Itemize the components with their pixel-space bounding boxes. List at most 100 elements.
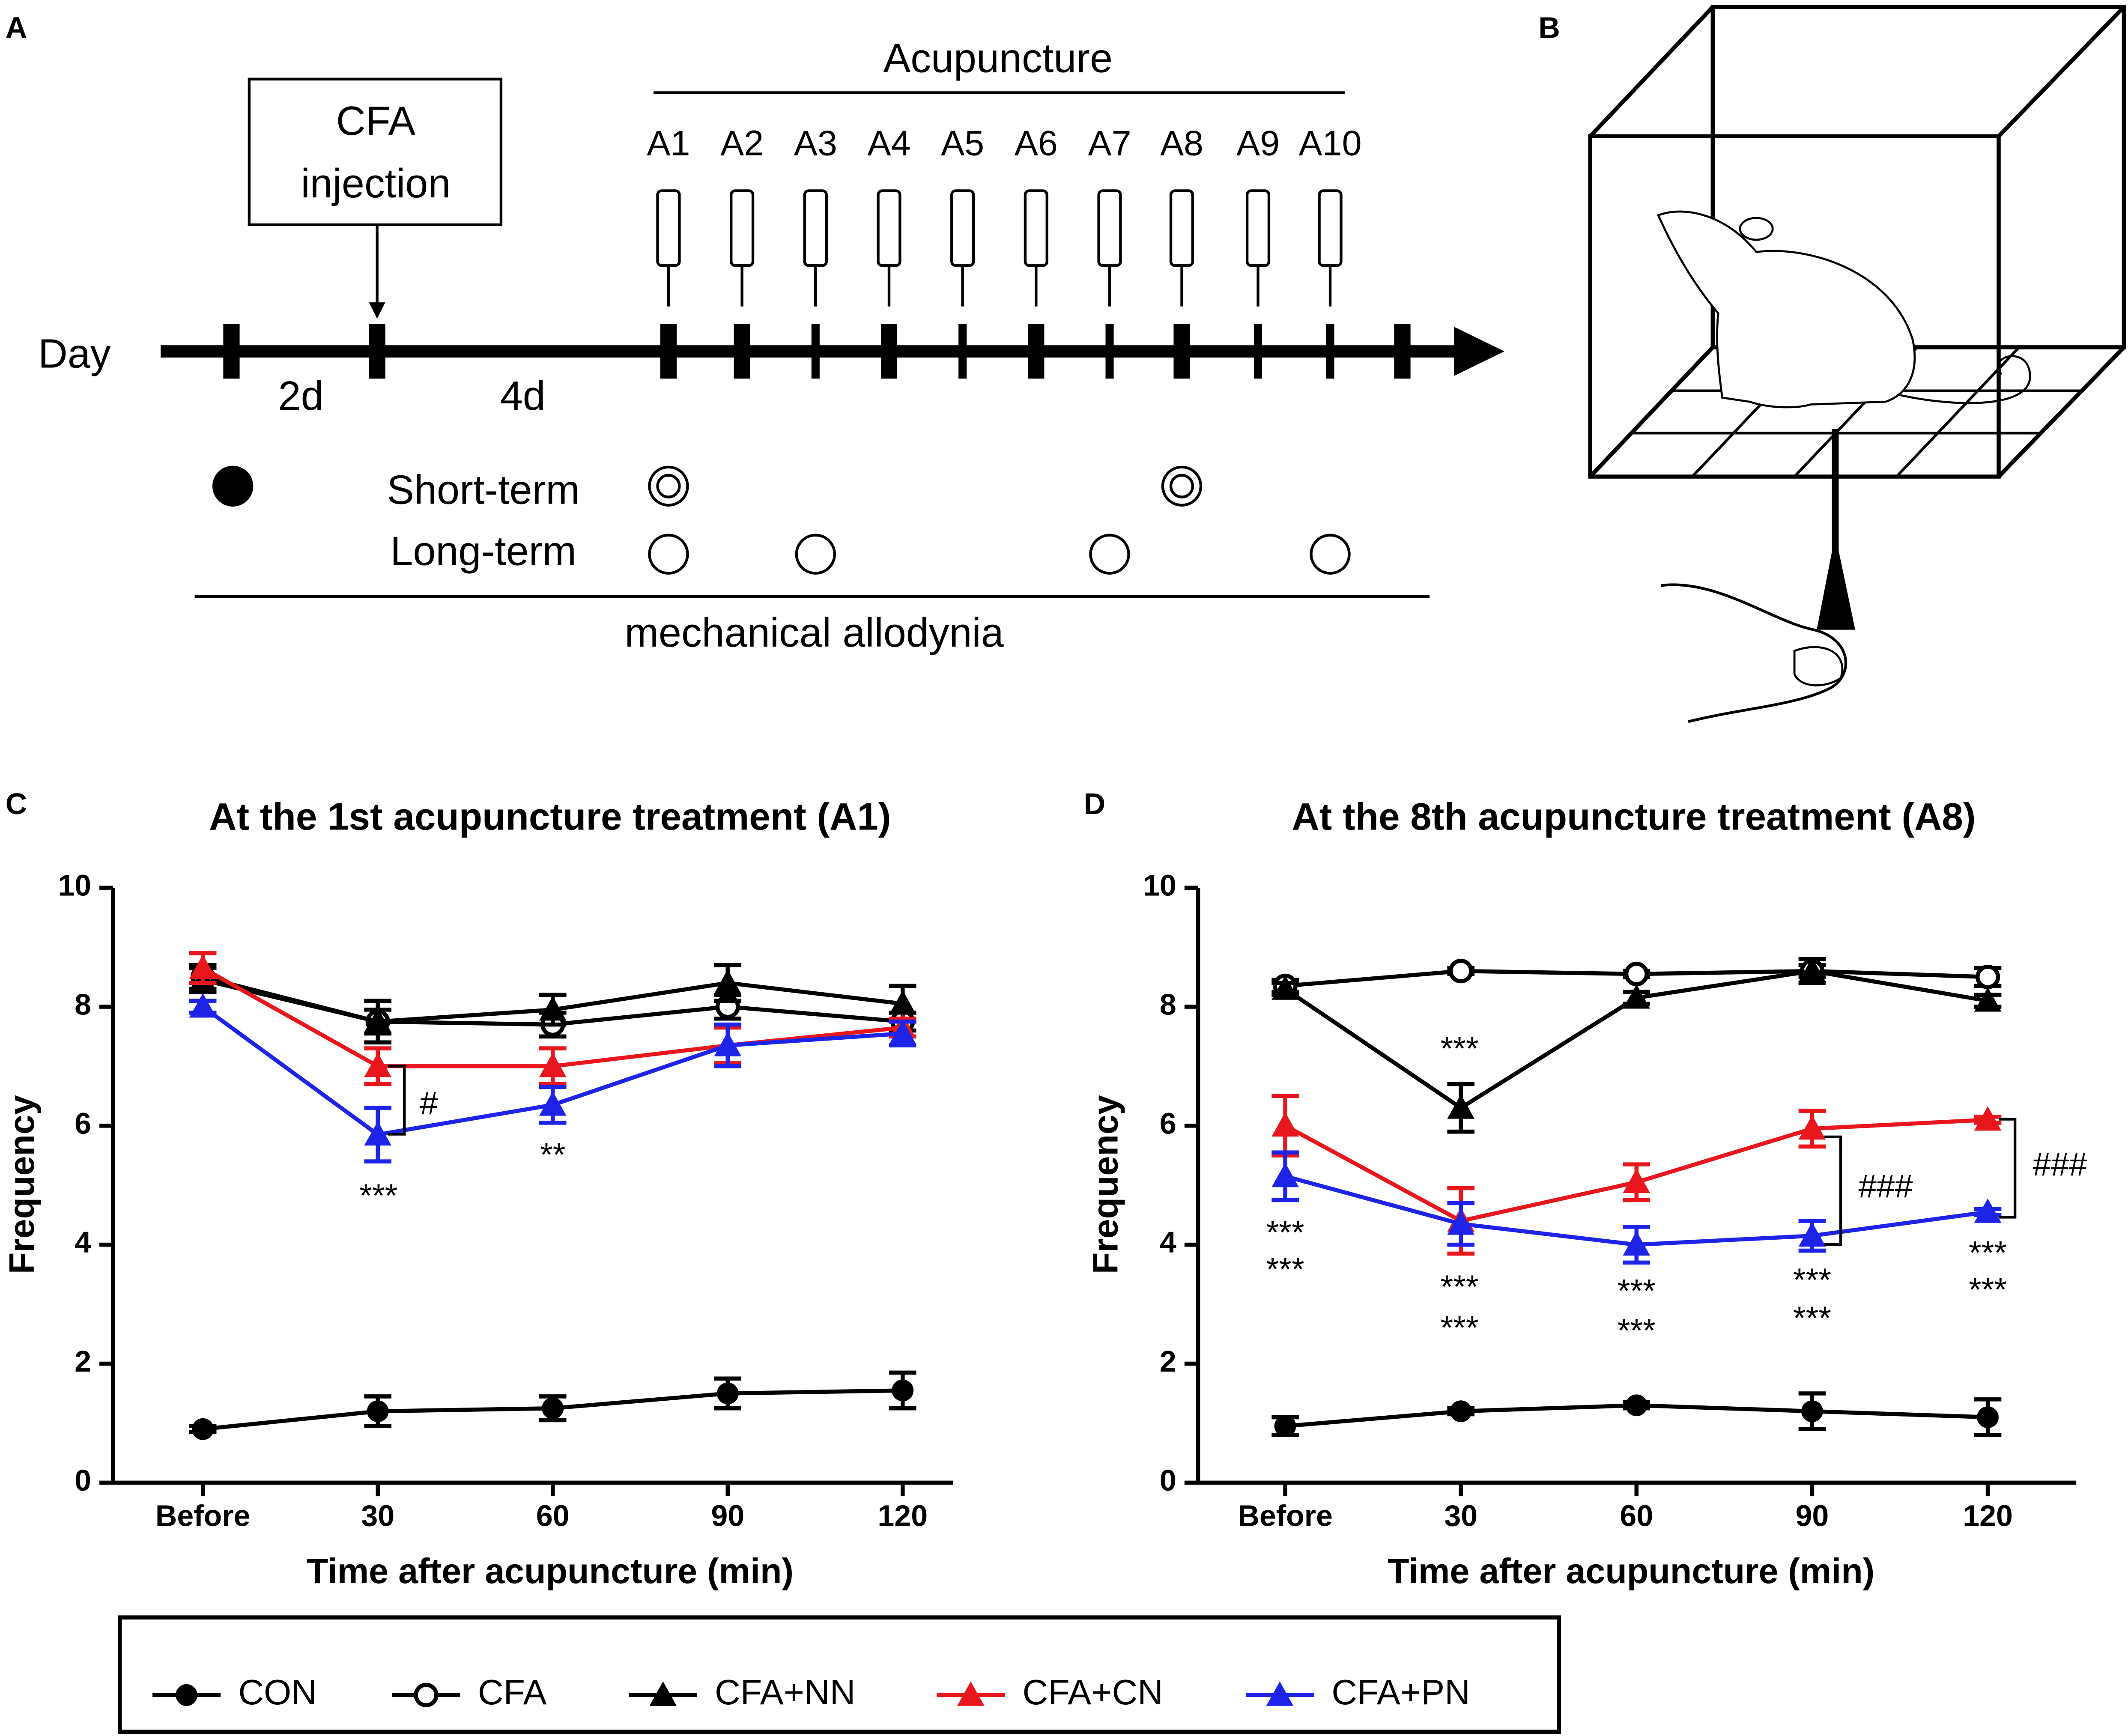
panel-label: D: [1084, 787, 1106, 820]
timeline-tick: [734, 324, 750, 379]
marker: [1801, 1400, 1823, 1423]
x-axis-label: Time after acupuncture (min): [307, 1551, 794, 1591]
x-tick-label: Before: [1238, 1499, 1333, 1533]
timeline-tick: [958, 324, 967, 379]
session-label: A5: [941, 123, 984, 163]
panel-label: C: [6, 787, 27, 820]
y-tick-label: 6: [1160, 1107, 1176, 1140]
session-label: A2: [720, 123, 764, 163]
session-label: A9: [1236, 123, 1280, 163]
chart: C At the 1st acupuncture treatment (A1) Ti…: [2, 787, 953, 1591]
annotation: ***: [1793, 1300, 1831, 1336]
marker: [1448, 958, 1473, 984]
annotation: ***: [1618, 1273, 1656, 1309]
interval-label: 2d: [278, 373, 324, 419]
marker: [1974, 1106, 2002, 1131]
marker: [1975, 964, 2000, 990]
timeline-tick: [880, 324, 898, 379]
timeline-tick: [1254, 324, 1262, 379]
timeline-tick: [1028, 324, 1045, 379]
timeline-tick: [369, 324, 385, 379]
cfa-box: [248, 78, 503, 227]
arrow-head: [369, 302, 385, 319]
marker: [192, 1418, 214, 1440]
rat-ear: [1739, 217, 1774, 241]
timeline-tick: [223, 324, 240, 379]
y-tick-label: 10: [58, 869, 91, 902]
marker: [189, 993, 217, 1018]
needle: [730, 189, 755, 267]
marker: [716, 1382, 739, 1405]
legend-item: CFA+PN: [1245, 1672, 1470, 1712]
marker: [1623, 1169, 1650, 1193]
marker: [1625, 1394, 1647, 1417]
annotation: **: [540, 1137, 565, 1173]
legend-box: [117, 1615, 1561, 1734]
day-label: Day: [38, 331, 111, 376]
marker: [714, 1032, 742, 1056]
marker: [414, 1682, 439, 1707]
needle: [803, 189, 828, 267]
marker: [176, 1684, 197, 1706]
marker: [539, 996, 567, 1021]
x-tick-label: 90: [711, 1499, 744, 1533]
cfa-box-text: injection: [301, 161, 451, 206]
annotation: ***: [1969, 1235, 2007, 1271]
cfa-box-text: CFA: [336, 98, 416, 144]
y-tick-label: 10: [1143, 869, 1176, 902]
marker: [892, 1379, 914, 1402]
marker: [1974, 987, 2002, 1012]
needle: [877, 189, 901, 267]
rat-tail: [1899, 355, 2031, 404]
needle: [656, 189, 681, 267]
marker: [957, 1681, 985, 1706]
marker: [364, 1008, 392, 1033]
legend-item: CFA+CN: [937, 1672, 1163, 1712]
x-tick-label: 120: [1963, 1499, 2013, 1533]
marker: [1977, 1406, 1999, 1428]
chart-title: At the 8th acupuncture treatment (A8): [1292, 795, 1976, 838]
needle: [1024, 189, 1048, 267]
chart-title: At the 1st acupuncture treatment (A1): [209, 795, 891, 838]
marker: [539, 1053, 567, 1077]
y-tick-label: 0: [1160, 1464, 1176, 1497]
marker: [1798, 1115, 1826, 1140]
legend-item: CON: [152, 1672, 317, 1712]
x-tick-label: Before: [155, 1499, 251, 1533]
timeline-tick: [660, 324, 677, 379]
x-tick-label: 60: [1620, 1499, 1653, 1533]
annotation: ***: [1266, 1214, 1304, 1251]
timeline-arrow: [1454, 327, 1504, 376]
needle: [1097, 189, 1122, 267]
marker: [1450, 1400, 1472, 1423]
marker: [364, 1053, 392, 1077]
marker: [367, 1400, 389, 1423]
marker: [1447, 1094, 1475, 1119]
marker: [1271, 1112, 1299, 1137]
measure-marks: [648, 465, 1351, 575]
long-term-label: Long-term: [390, 528, 576, 574]
needle: [1318, 189, 1343, 267]
acupuncture-label: Acupuncture: [883, 36, 1113, 81]
session-label: A1: [647, 123, 690, 163]
annotation: #: [420, 1085, 438, 1122]
y-tick-label: 8: [75, 987, 91, 1021]
marker: [889, 990, 916, 1015]
marker: [189, 954, 217, 979]
y-tick-label: 2: [75, 1345, 91, 1378]
y-tick-label: 4: [75, 1226, 91, 1259]
session-label: A4: [867, 123, 910, 163]
marker: [1798, 957, 1826, 982]
legend-item: CFA: [392, 1672, 547, 1712]
x-tick-label: 30: [361, 1499, 394, 1533]
legend-label: CFA+PN: [1331, 1672, 1470, 1712]
timeline-tick: [811, 324, 820, 379]
annotation: ***: [1441, 1031, 1479, 1067]
panel-label: B: [1538, 11, 1560, 45]
marker: [1974, 1198, 2002, 1223]
y-axis-label: Frequency: [1086, 1095, 1125, 1274]
legend-label: CON: [238, 1672, 317, 1712]
y-tick-label: 4: [1160, 1226, 1176, 1259]
